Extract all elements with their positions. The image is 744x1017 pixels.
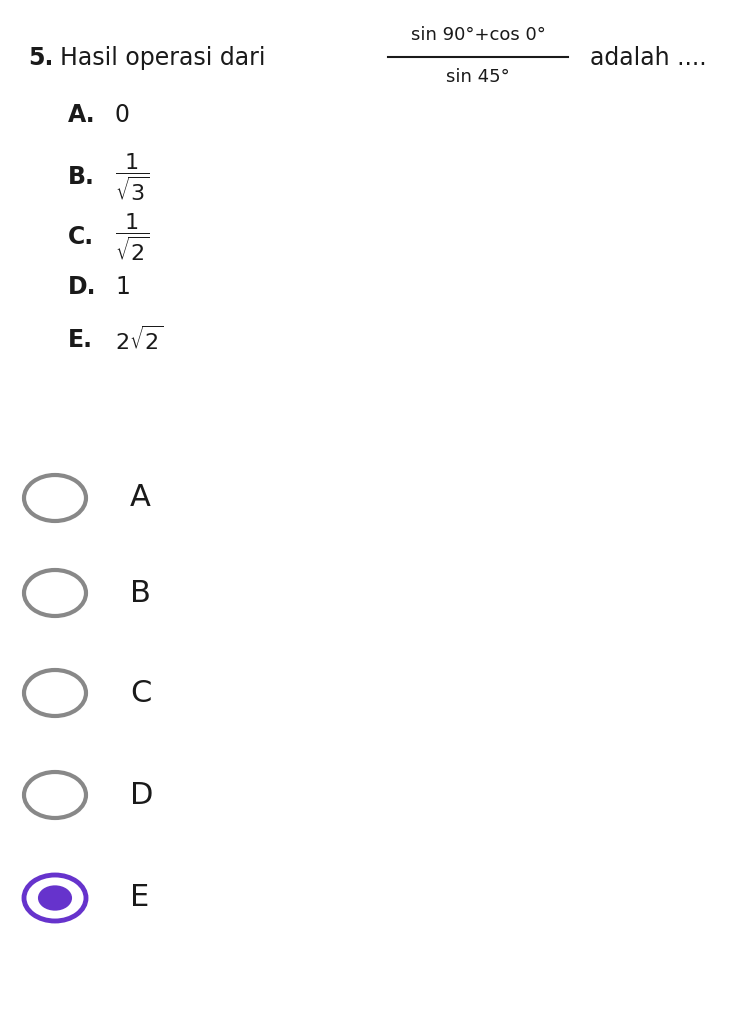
Text: A: A (130, 483, 151, 513)
Text: 5.: 5. (28, 46, 54, 70)
Text: $\dfrac{1}{\sqrt{3}}$: $\dfrac{1}{\sqrt{3}}$ (115, 152, 150, 202)
Text: Hasil operasi dari: Hasil operasi dari (60, 46, 266, 70)
Text: 0: 0 (115, 103, 130, 127)
Text: D: D (130, 780, 153, 810)
Text: C.: C. (68, 225, 94, 249)
Ellipse shape (38, 886, 72, 910)
Text: C: C (130, 678, 151, 708)
Text: adalah ....: adalah .... (590, 46, 707, 70)
Text: B: B (130, 579, 151, 607)
Text: A.: A. (68, 103, 96, 127)
Text: D.: D. (68, 275, 97, 299)
Text: 1: 1 (115, 275, 130, 299)
Text: sin 45°: sin 45° (446, 68, 510, 86)
Text: B.: B. (68, 165, 95, 189)
Text: $\dfrac{1}{\sqrt{2}}$: $\dfrac{1}{\sqrt{2}}$ (115, 212, 150, 262)
Text: E: E (130, 884, 150, 912)
Text: sin 90°+cos 0°: sin 90°+cos 0° (411, 26, 545, 44)
Text: E.: E. (68, 328, 93, 352)
Text: $2\sqrt{2}$: $2\sqrt{2}$ (115, 325, 164, 354)
